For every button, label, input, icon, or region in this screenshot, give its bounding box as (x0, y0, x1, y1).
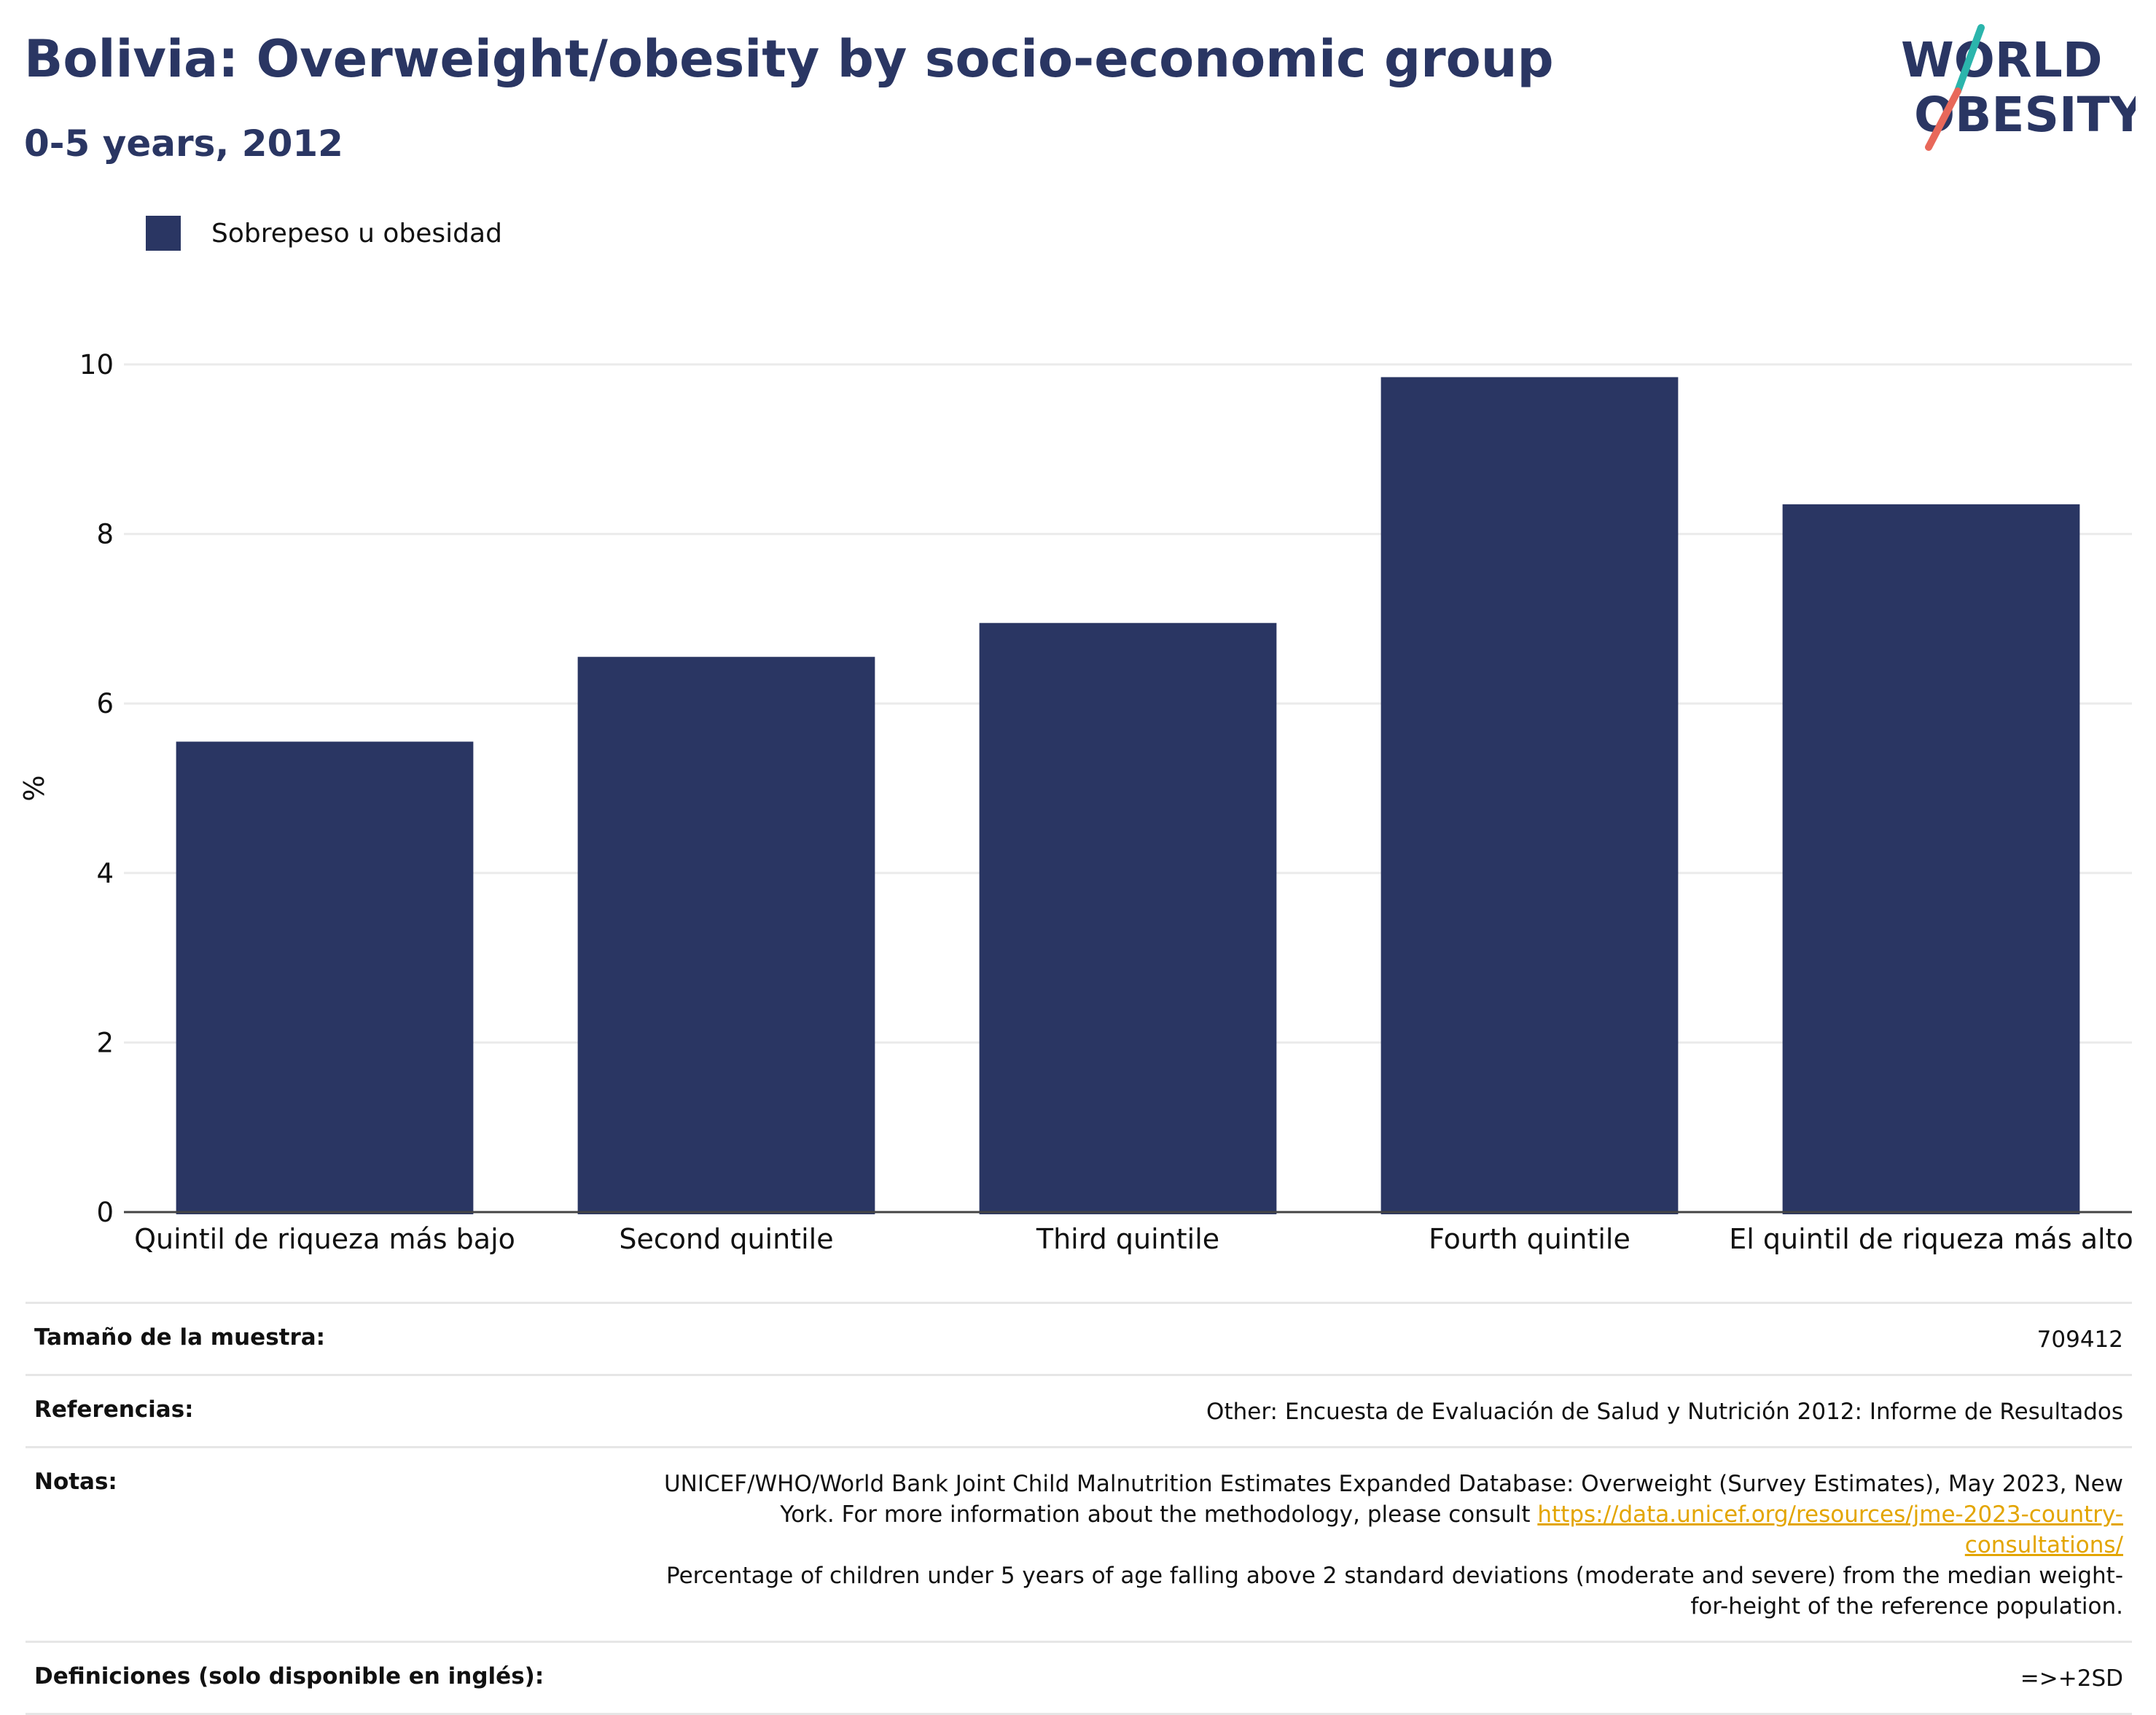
sample-size-row: Tamaño de la muestra: 709412 (26, 1302, 2132, 1374)
sample-size-label: Tamaño de la muestra: (34, 1324, 326, 1351)
bars (176, 377, 2080, 1214)
definitions-label: Definiciones (solo disponible en inglés)… (34, 1663, 544, 1689)
chart-title: Bolivia: Overweight/obesity by socio-eco… (24, 29, 1554, 89)
y-tick-label: 0 (96, 1197, 114, 1228)
y-tick-label: 8 (96, 519, 114, 550)
notes-label: Notas: (34, 1469, 117, 1495)
x-axis-ticks: Quintil de riqueza más bajo Second quinti… (134, 1223, 2133, 1255)
chart-legend[interactable]: Sobrepeso u obesidad (146, 216, 502, 251)
bar-chart: 0 2 4 6 8 10 Quintil de riqueza más bajo Secon… (18, 350, 2133, 1255)
bar (176, 741, 474, 1214)
bar (979, 622, 1277, 1214)
y-tick-label: 10 (79, 350, 114, 380)
bar (1380, 377, 1679, 1214)
definitions-row: Definiciones (solo disponible en inglés)… (26, 1641, 2132, 1715)
references-value: Other: Encuesta de Evaluación de Salud y… (1206, 1399, 2123, 1425)
logo-line-obesity: OBESITY (1914, 87, 2136, 143)
notes-text-2: Percentage of children under 5 years of … (665, 1563, 2123, 1620)
bar (1782, 504, 2080, 1214)
x-tick-label: Quintil de riqueza más bajo (134, 1223, 515, 1255)
legend-swatch (146, 216, 181, 251)
sample-size-value: 709412 (2036, 1327, 2123, 1353)
bar (577, 657, 875, 1214)
chart-subtitle: 0-5 years, 2012 (24, 122, 343, 165)
y-tick-label: 6 (96, 688, 114, 719)
x-tick-label: El quintil de riqueza más alto (1729, 1223, 2133, 1255)
notes-value: UNICEF/WHO/World Bank Joint Child Malnut… (629, 1469, 2123, 1622)
legend-label: Sobrepeso u obesidad (211, 218, 502, 249)
y-tick-label: 2 (96, 1027, 114, 1058)
x-tick-label: Second quintile (619, 1223, 833, 1255)
x-tick-label: Fourth quintile (1429, 1223, 1630, 1255)
logo-slash-bottom (1925, 87, 1961, 151)
logo-line-world: WORLD (1901, 32, 2103, 88)
y-tick-label: 4 (96, 858, 114, 889)
notes-text-1: UNICEF/WHO/World Bank Joint Child Malnut… (663, 1471, 2123, 1528)
definitions-value: =>+2SD (2020, 1665, 2123, 1692)
info-table: Tamaño de la muestra: 709412 Referencias… (26, 1302, 2132, 1715)
references-label: Referencias: (34, 1396, 194, 1423)
y-axis-label: % (18, 775, 50, 801)
references-row: Referencias: Other: Encuesta de Evaluaci… (26, 1374, 2132, 1446)
notes-link[interactable]: https://data.unicef.org/resources/jme-20… (1537, 1501, 2123, 1558)
world-obesity-logo: WORLD OBESITY (1901, 24, 2136, 151)
y-axis-ticks: 0 2 4 6 8 10 (79, 350, 114, 1228)
notes-row: Notas: UNICEF/WHO/World Bank Joint Child… (26, 1446, 2132, 1641)
logo-slash-top (1954, 24, 1985, 95)
x-tick-label: Third quintile (1036, 1223, 1219, 1255)
